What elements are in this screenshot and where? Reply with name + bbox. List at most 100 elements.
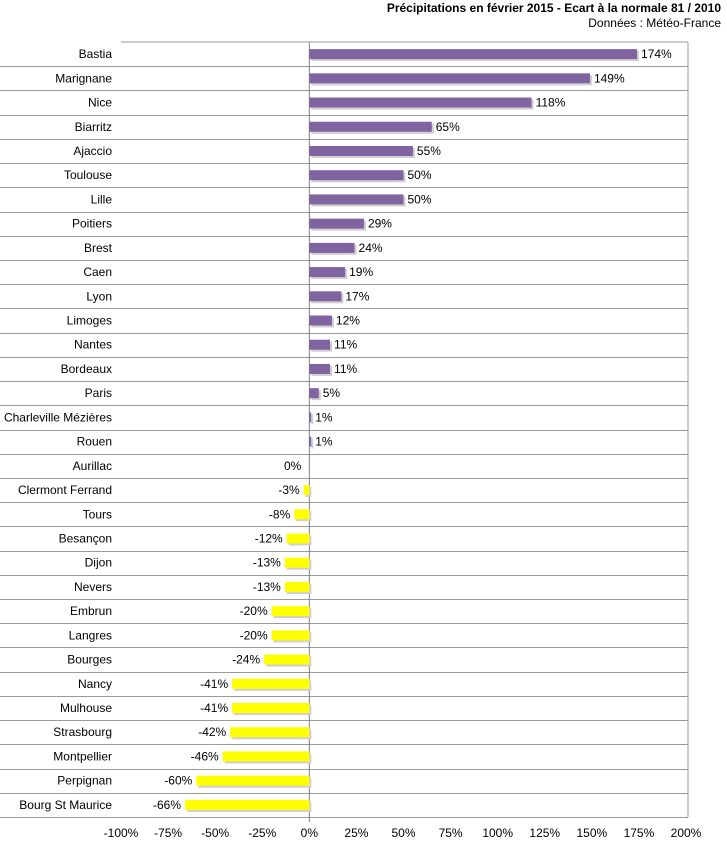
data-label: -8% [269,507,291,521]
category-label: Clermont Ferrand [18,483,112,497]
x-tick-label: 25% [344,826,368,840]
x-tick-label: 75% [439,826,463,840]
bar [230,727,310,738]
category-label: Langres [69,628,112,642]
bar-shadow [311,438,314,449]
category-label: Besançon [59,531,112,545]
bar [284,581,310,592]
category-label: Biarritz [75,120,112,134]
category-label: Marignane [55,71,112,85]
category-label: Ajaccio [73,144,112,158]
x-tick-label: 175% [624,826,655,840]
x-tick-label: 200% [671,826,702,840]
data-label: 174% [641,47,672,61]
category-label: Tours [83,507,112,521]
x-tick-label: -100% [104,826,139,840]
bar-shadow [311,414,314,425]
x-tick-label: 50% [391,826,415,840]
data-label: 11% [334,338,357,352]
x-tick-label: 0% [301,826,319,840]
chart-subtitle: Données : Météo-France [588,16,721,30]
x-tick-label: 125% [529,826,560,840]
data-label: -24% [232,653,260,667]
category-label: Aurillac [73,459,112,473]
bar [309,291,342,302]
x-tick-label: -25% [248,826,276,840]
bar [309,315,332,326]
bar [309,436,312,447]
bar [271,630,310,641]
category-label: Lyon [86,289,112,303]
data-label: 149% [594,71,625,85]
category-label: Embrun [70,604,112,618]
data-label: 65% [436,120,460,134]
category-label: Mulhouse [60,701,112,715]
bar [309,97,532,108]
data-label: 1% [315,410,333,424]
category-label: Nancy [78,677,112,691]
chart-title: Précipitations en février 2015 - Ecart à… [386,1,721,15]
data-label: -60% [164,774,192,788]
data-label: 19% [349,265,373,279]
category-label: Rouen [77,435,112,449]
data-label: -41% [200,677,228,691]
data-label: 5% [323,386,341,400]
category-label: Perpignan [57,774,112,788]
category-label: Paris [85,386,112,400]
data-label: 0% [284,459,302,473]
category-label: Nantes [74,338,112,352]
bar [309,242,355,253]
bar [271,606,310,617]
data-label: -66% [153,798,181,812]
bar [309,412,312,423]
category-label: Bordeaux [61,362,112,376]
bar [309,363,331,374]
bar [309,194,404,205]
data-label: 50% [408,192,432,206]
bar [309,267,346,278]
data-label: -13% [253,556,281,570]
data-label: 17% [345,289,369,303]
data-label: 12% [336,314,360,328]
category-label: Brest [84,241,113,255]
data-label: -46% [191,749,219,763]
data-label: 55% [417,144,441,158]
category-label: Charleville Mézières [4,410,112,424]
bar [232,678,310,689]
bar [286,533,310,544]
bar [222,751,310,762]
bar [294,509,310,520]
x-tick-label: -75% [154,826,182,840]
bar [303,485,310,496]
category-label: Bastia [79,47,113,61]
data-label: -3% [278,483,300,497]
data-label: 1% [315,435,333,449]
category-label: Bourges [67,653,112,667]
bar [264,654,310,665]
data-label: -41% [200,701,228,715]
data-label: -20% [240,628,268,642]
category-label: Nevers [74,580,112,594]
x-tick-label: 150% [576,826,607,840]
category-label: Montpellier [53,749,112,763]
data-label: 118% [536,96,566,110]
bar [185,799,310,810]
data-label: 24% [359,241,383,255]
category-label: Limoges [67,314,112,328]
bar [309,121,432,132]
bar [284,557,310,568]
data-label: -13% [253,580,281,594]
category-label: Lille [91,192,113,206]
bar [309,218,364,229]
bar [309,49,638,60]
bar [309,145,413,156]
bar [309,73,590,84]
category-label: Bourg St Maurice [19,798,112,812]
data-label: -12% [255,531,283,545]
data-label: 11% [334,362,357,376]
category-label: Dijon [85,556,112,570]
bar [309,170,404,181]
data-label: -20% [240,604,268,618]
bar [232,703,310,714]
